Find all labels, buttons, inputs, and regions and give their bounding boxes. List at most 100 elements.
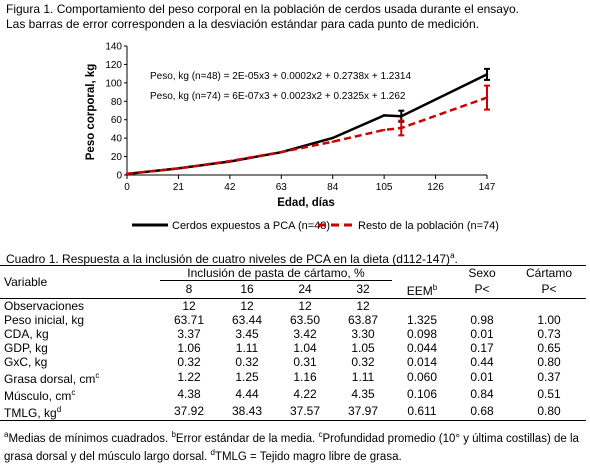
y-tick-label: 140 xyxy=(105,42,122,53)
row-label-text: Peso inicial, kg xyxy=(4,312,85,327)
equation-series-1: Peso, kg (n=48) = 2E-05x3 + 0.0002x2 + 0… xyxy=(150,71,411,82)
table-row: Músculo, cmc 4.38 4.44 4.22 4.35 0.106 0.84 0.5… xyxy=(0,386,586,403)
header-eem: EEMb xyxy=(392,280,452,299)
row-value: 4.38 xyxy=(177,387,201,401)
table-title-sup: a xyxy=(450,251,455,260)
header-level-8: 8 xyxy=(160,280,218,299)
series-point-1 xyxy=(382,114,386,117)
footnote-b: Error estándar de la media. xyxy=(175,432,319,445)
table-footnotes: aMedias de mínimos cuadrados. bError est… xyxy=(4,428,588,464)
chart-series xyxy=(125,67,490,176)
equation-series-2: Peso, kg (n=74) = 6E-07x3 + 0.0023x2 + 0… xyxy=(150,91,406,102)
y-tick-label: 20 xyxy=(111,152,123,163)
row-value: 1.11 xyxy=(235,340,259,355)
row-value: 0.31 xyxy=(293,354,317,369)
row-value: 0.32 xyxy=(351,354,375,369)
table-title-text: Cuadro 1. Respuesta a la inclusión de cu… xyxy=(6,252,451,266)
row-value xyxy=(452,298,512,313)
row-value: 3.42 xyxy=(293,326,317,341)
table-header-row-2: 8 16 24 32 EEMb P< P< xyxy=(0,280,586,299)
row-value: 0.44 xyxy=(470,354,494,369)
row-value: 63.50 xyxy=(289,312,321,327)
series-line-1 xyxy=(126,73,488,176)
figure-caption-line-1: Figura 1. Comportamiento del peso corpor… xyxy=(6,2,519,16)
row-value: 1.325 xyxy=(406,312,438,327)
footnote-b-mark: b xyxy=(171,430,176,439)
legend-label-series-2: Resto de la población (n=74) xyxy=(358,220,499,232)
table-row: GxC, kg 0.32 0.32 0.31 0.32 0.014 0.44 0.80 xyxy=(0,355,586,369)
row-value: 38.43 xyxy=(218,402,276,421)
table-row: TMLG, kgd 37.92 38.43 37.57 37.97 0.611 0.68 0.… xyxy=(0,402,586,421)
error-bar-1 xyxy=(484,67,490,81)
row-value: 3.30 xyxy=(351,326,375,341)
row-value: 0.014 xyxy=(406,354,438,369)
series-point-2 xyxy=(280,150,283,154)
results-table: Variable Inclusión de pasta de cártamo, … xyxy=(0,265,586,421)
row-label-text: CDA, kg xyxy=(4,326,49,341)
row-value: 1.00 xyxy=(537,312,561,327)
row-value: 0.73 xyxy=(537,326,561,341)
y-tick-label: 0 xyxy=(116,171,122,182)
row-value: 37.92 xyxy=(160,402,218,421)
x-tick-label: 21 xyxy=(173,182,185,193)
row-value: 0.80 xyxy=(512,402,586,421)
row-value: 0.01 xyxy=(470,326,494,341)
x-axis-ticks: 0 21 42 63 84 105 126 147 xyxy=(124,175,496,193)
row-value: 3.37 xyxy=(177,326,201,341)
header-sexo: Sexo xyxy=(452,265,512,281)
row-value: 0.80 xyxy=(537,354,561,369)
row-value: 0.37 xyxy=(537,370,561,384)
header-level-24: 24 xyxy=(276,280,334,299)
y-tick-label: 40 xyxy=(111,134,123,145)
row-value: 0.68 xyxy=(452,402,512,421)
row-value: 1.04 xyxy=(293,340,317,355)
footnote-c-mark: c xyxy=(318,430,323,439)
y-axis-ticks: 0 20 40 60 80 100 120 140 xyxy=(105,42,127,182)
row-label: GDP, kg xyxy=(0,341,160,355)
row-value: 4.22 xyxy=(293,387,317,401)
y-tick-label: 80 xyxy=(111,97,123,108)
series-point-2 xyxy=(125,172,129,176)
row-value: 0.106 xyxy=(406,387,438,401)
row-label-sup: d xyxy=(56,404,62,414)
row-value: 0.044 xyxy=(406,340,438,355)
chart-legend: Cerdos expuestos a PCA (n=48) Resto de l… xyxy=(132,220,499,232)
x-tick-label: 126 xyxy=(427,182,444,193)
table-body: Observaciones 12 12 12 12 Peso inicial, kg 63.… xyxy=(0,298,586,421)
table-row: CDA, kg 3.37 3.45 3.42 3.30 0.098 0.01 0.73 xyxy=(0,327,586,341)
row-label: Grasa dorsal, cmc xyxy=(0,369,160,386)
header-variable: Variable xyxy=(0,265,160,299)
x-tick-label: 42 xyxy=(224,182,236,193)
row-value: 4.44 xyxy=(235,387,259,401)
row-value: 0.098 xyxy=(406,326,438,341)
row-value: 3.45 xyxy=(235,326,259,341)
row-value: 37.97 xyxy=(334,402,392,421)
row-value: 37.57 xyxy=(276,402,334,421)
header-sexo-p: P< xyxy=(452,280,512,299)
row-value: 12 xyxy=(240,298,254,313)
row-label: Peso inicial, kg xyxy=(0,313,160,327)
row-label-text: TMLG, kg xyxy=(4,405,57,420)
row-label: CDA, kg xyxy=(0,327,160,341)
series-point-2 xyxy=(331,140,334,143)
table-row: Grasa dorsal, cmc 1.22 1.25 1.16 1.11 0.060 0.… xyxy=(0,369,586,386)
header-cartamo: Cártamo xyxy=(512,265,586,281)
table-title-punct: . xyxy=(454,252,458,266)
figure-caption: Figura 1. Comportamiento del peso corpor… xyxy=(6,2,586,32)
error-bar-2 xyxy=(398,119,405,137)
legend-label-series-1: Cerdos expuestos a PCA (n=48) xyxy=(172,220,330,232)
row-value xyxy=(392,298,452,313)
row-value: 0.611 xyxy=(392,402,452,421)
x-axis-label: Edad, días xyxy=(277,197,335,209)
row-value: 4.35 xyxy=(351,387,375,401)
header-level-16: 16 xyxy=(218,280,276,299)
footnote-c: Profundidad promedio (10° y última costi… xyxy=(4,432,579,463)
y-tick-label: 60 xyxy=(111,115,123,126)
table-row: Observaciones 12 12 12 12 xyxy=(0,298,586,313)
footnote-d: TMLG = Tejido magro libre de grasa. xyxy=(214,450,402,463)
row-value: 0.32 xyxy=(235,354,259,369)
header-eem-sup: b xyxy=(432,282,438,292)
y-tick-label: 100 xyxy=(105,78,122,89)
series-point-2 xyxy=(228,159,232,163)
row-value: 12 xyxy=(356,298,370,313)
